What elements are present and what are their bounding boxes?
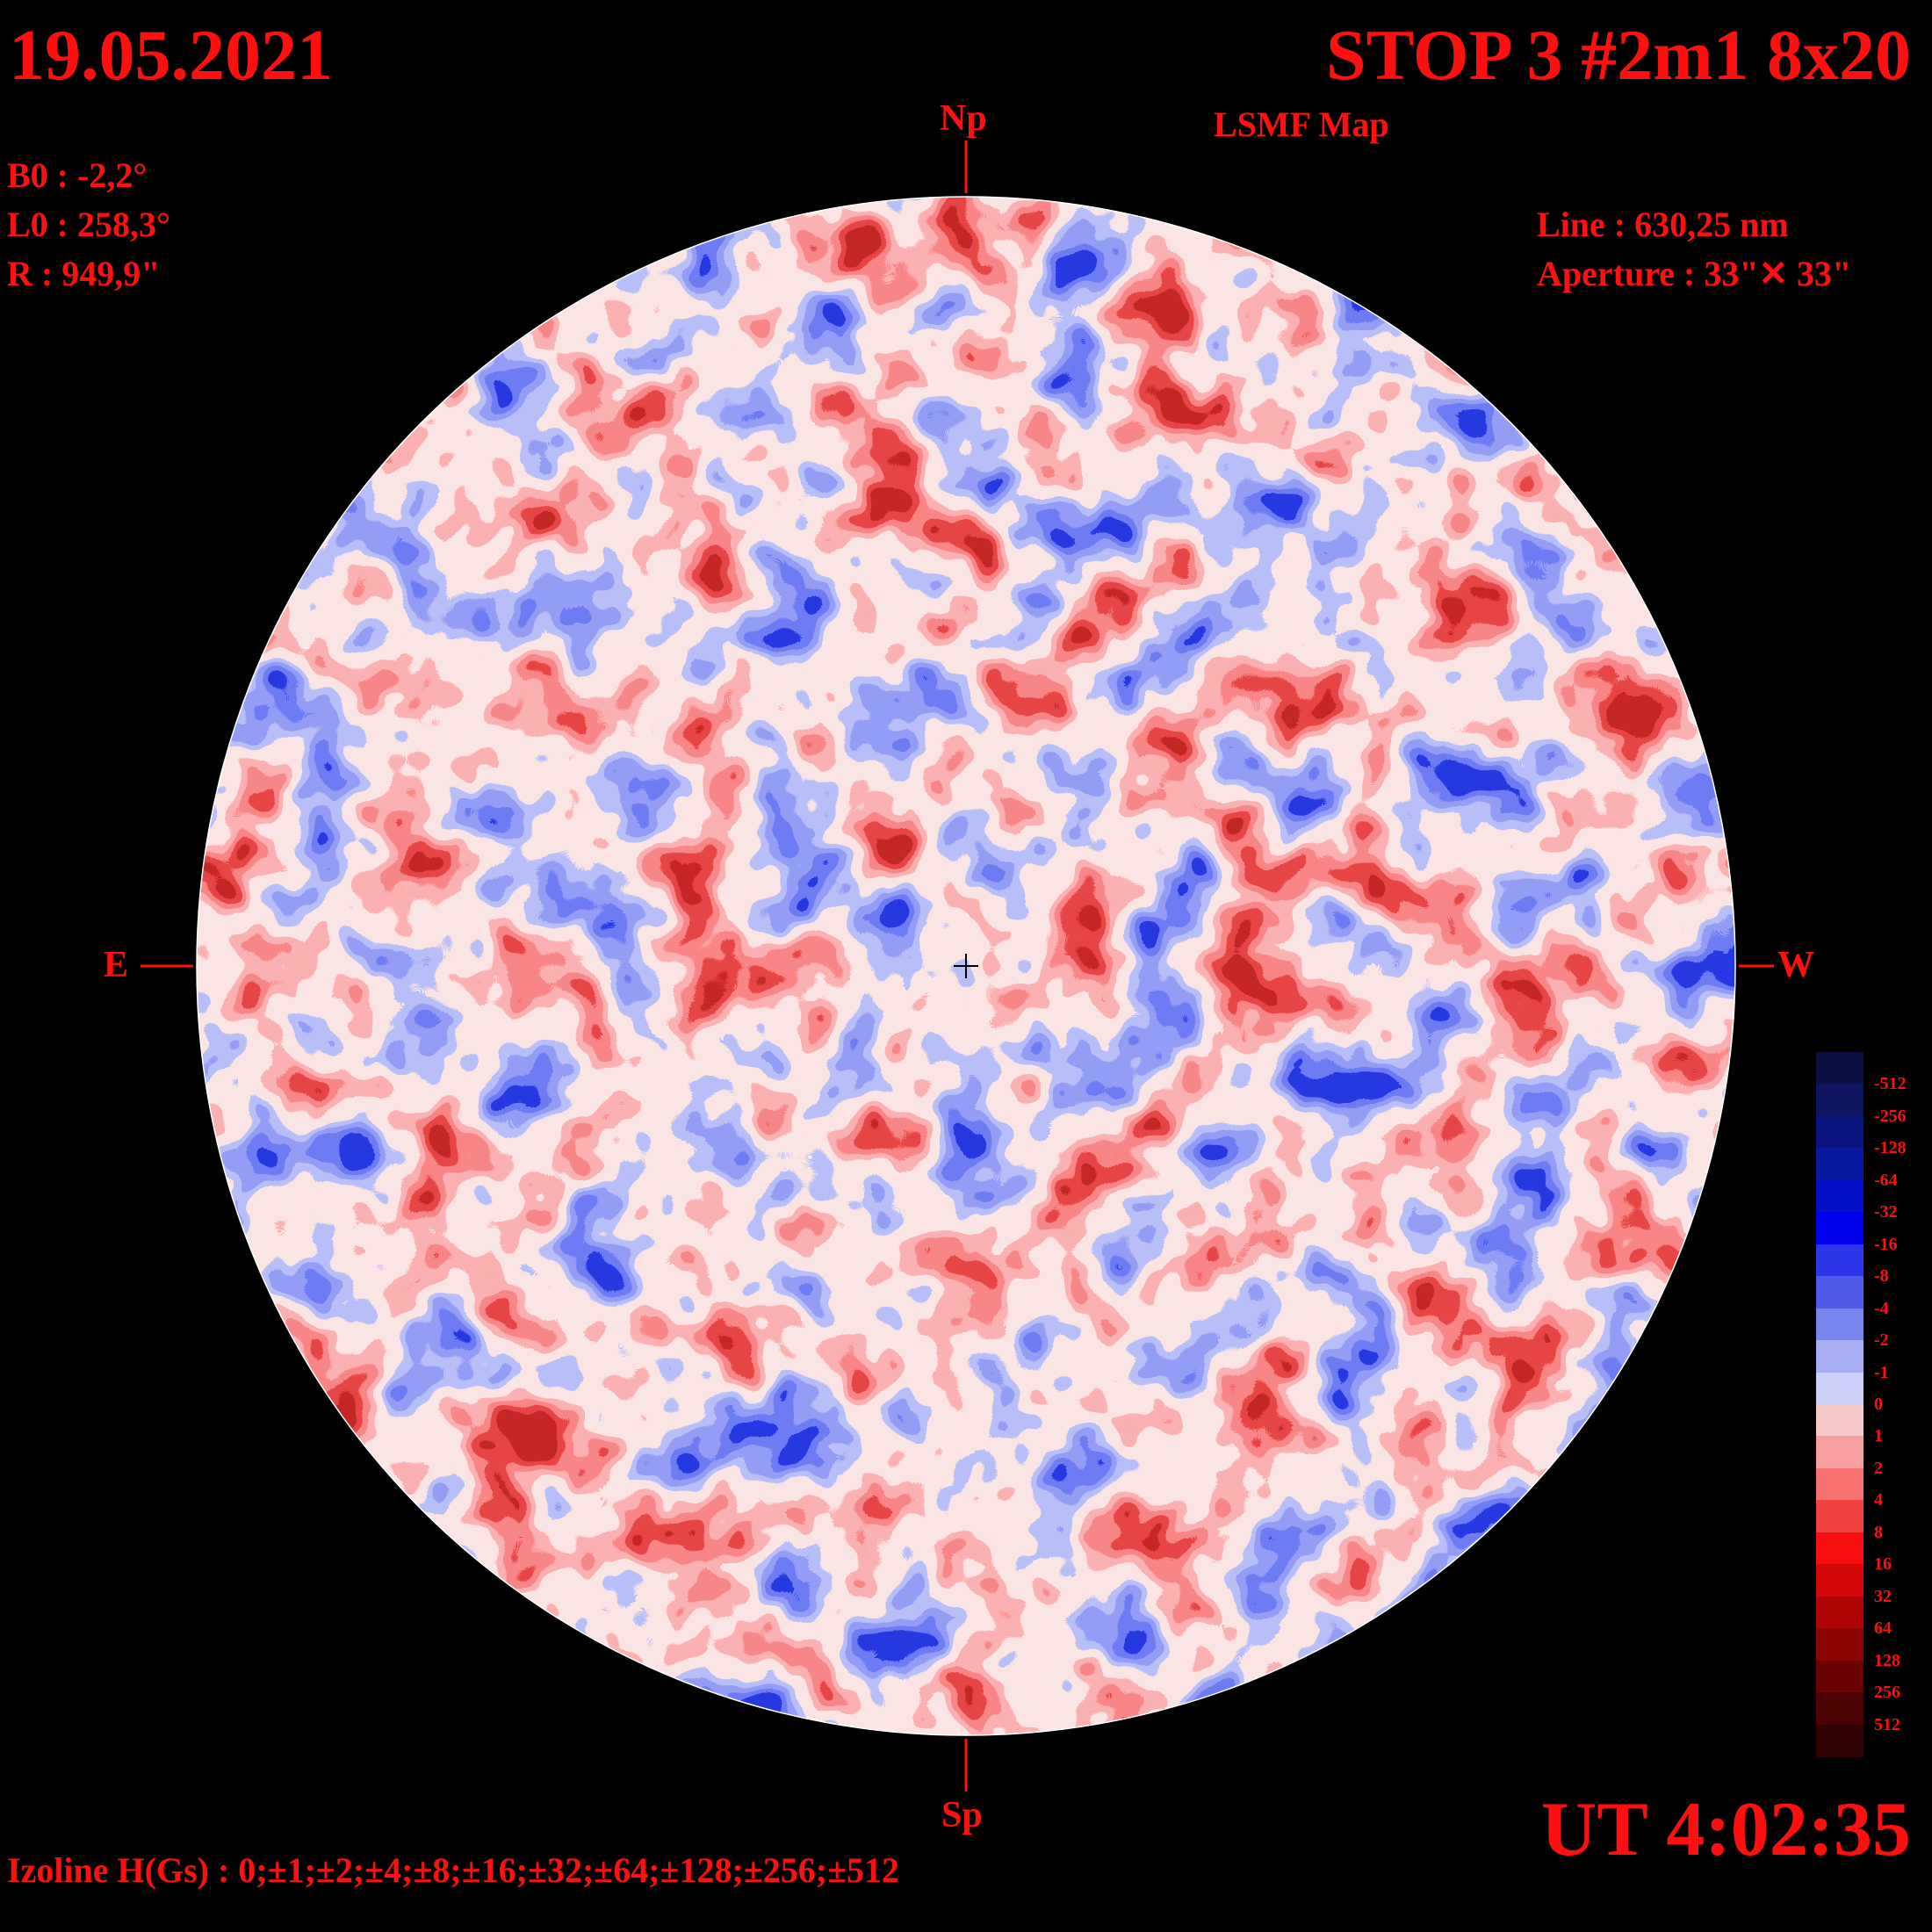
- colorbar-label: 8: [1874, 1522, 1883, 1542]
- isoline-caption: Izoline H(Gs) : 0;±1;±2;±4;±8;±16;±32;±6…: [7, 1850, 900, 1890]
- colorbar-segment: [1816, 1212, 1864, 1245]
- colorbar-label: 4: [1874, 1490, 1883, 1510]
- colorbar-segment: [1816, 1564, 1864, 1597]
- colorbar-label: 256: [1874, 1683, 1900, 1703]
- colorbar-segment: [1816, 1404, 1864, 1438]
- colorbar-label: -32: [1874, 1202, 1898, 1222]
- colorbar-label: 64: [1874, 1618, 1892, 1639]
- west-label: W: [1777, 945, 1814, 985]
- colorbar-label: 512: [1874, 1714, 1900, 1734]
- colorbar-segment: [1816, 1115, 1864, 1149]
- param-b0: B0 : -2,2°: [7, 155, 148, 195]
- colorbar-label: -512: [1874, 1074, 1907, 1094]
- colorbar-label: 2: [1874, 1458, 1883, 1478]
- param-aperture: Aperture : 33"✕ 33": [1537, 254, 1852, 293]
- colorbar-segment: [1816, 1692, 1864, 1726]
- east-label: E: [104, 945, 129, 985]
- colorbar-label: -128: [1874, 1138, 1907, 1158]
- param-l0: L0 : 258,3°: [7, 205, 170, 244]
- south-pole-label: Sp: [941, 1795, 983, 1835]
- colorbar-segment: [1816, 1660, 1864, 1693]
- colorbar-label: 16: [1874, 1554, 1892, 1575]
- ut-time: UT 4:02:35: [1540, 1787, 1911, 1872]
- colorbar-label: -2: [1874, 1330, 1889, 1351]
- colorbar-label: -1: [1874, 1362, 1889, 1382]
- colorbar-segment: [1816, 1276, 1864, 1309]
- colorbar-label: -4: [1874, 1298, 1889, 1318]
- disk-limb: [196, 196, 1736, 1736]
- colorbar: [1816, 1052, 1864, 1757]
- colorbar-segment: [1816, 1052, 1864, 1085]
- colorbar-label: -8: [1874, 1266, 1889, 1287]
- colorbar-segment: [1816, 1628, 1864, 1662]
- colorbar-label: 1: [1874, 1426, 1883, 1446]
- colorbar-segment: [1816, 1372, 1864, 1405]
- colorbar-segment: [1816, 1308, 1864, 1341]
- map-title: STOP 3 #2m1 8x20: [1326, 15, 1911, 95]
- north-pole-label: Np: [940, 98, 987, 139]
- param-radius: R : 949,9": [7, 254, 161, 293]
- colorbar-segment: [1816, 1724, 1864, 1757]
- colorbar-label: -16: [1874, 1234, 1898, 1254]
- colorbar-segment: [1816, 1179, 1864, 1213]
- colorbar-segment: [1816, 1532, 1864, 1565]
- map-subtitle: LSMF Map: [1214, 105, 1389, 144]
- solar-magnetic-map: [196, 196, 1736, 1736]
- param-line: Line : 630,25 nm: [1537, 205, 1789, 244]
- colorbar-label: -64: [1874, 1170, 1898, 1190]
- colorbar-segment: [1816, 1084, 1864, 1117]
- colorbar-segment: [1816, 1500, 1864, 1533]
- colorbar-segment: [1816, 1340, 1864, 1373]
- colorbar-segment: [1816, 1467, 1864, 1501]
- observation-date: 19.05.2021: [9, 15, 333, 95]
- colorbar-label: 128: [1874, 1650, 1900, 1670]
- colorbar-label: 0: [1874, 1395, 1883, 1414]
- colorbar-label: 32: [1874, 1586, 1892, 1606]
- colorbar-segment: [1816, 1148, 1864, 1181]
- colorbar-segment: [1816, 1596, 1864, 1629]
- colorbar-label: -256: [1874, 1106, 1907, 1126]
- colorbar-segment: [1816, 1244, 1864, 1277]
- colorbar-segment: [1816, 1436, 1864, 1469]
